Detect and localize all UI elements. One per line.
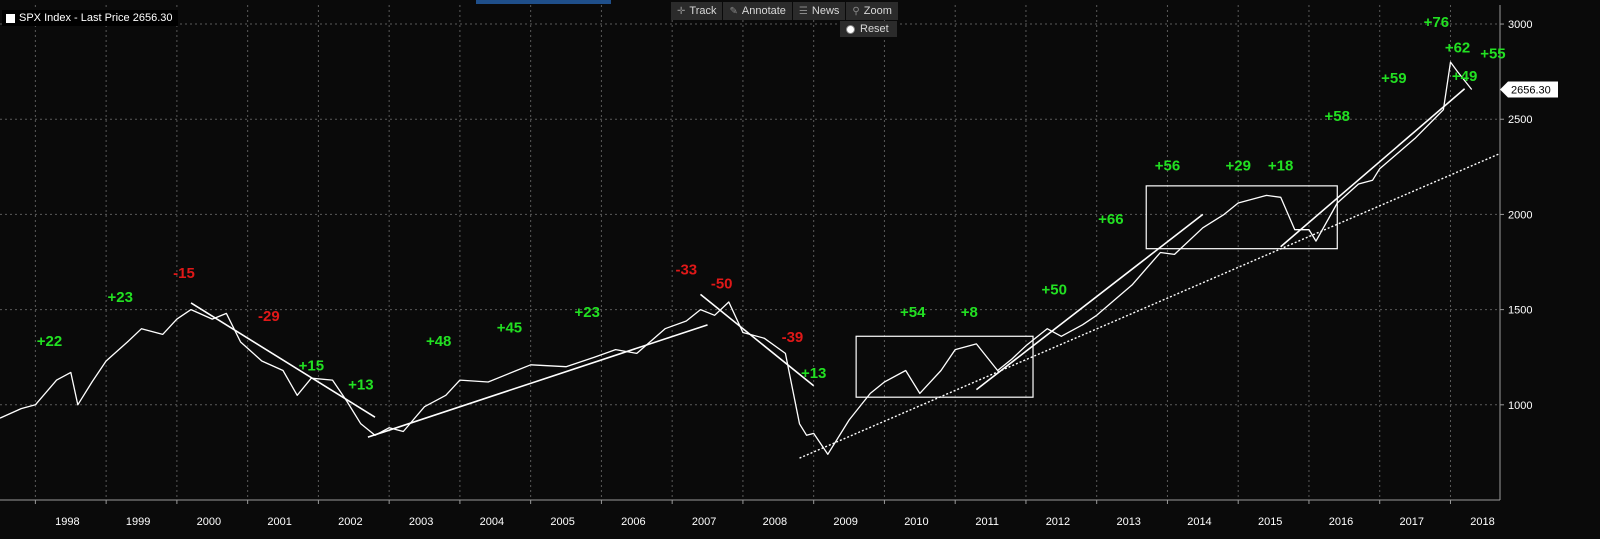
pencil-icon: ✎ (729, 5, 738, 17)
x-tick-label: 2012 (1046, 516, 1070, 528)
return-label: +62 (1445, 40, 1470, 57)
return-label: +56 (1155, 158, 1180, 175)
x-tick-label: 2001 (267, 516, 291, 528)
zoom-label: Zoom (863, 5, 892, 17)
x-tick-label: 2013 (1116, 516, 1140, 528)
y-tick-label: 2000 (1508, 209, 1532, 221)
annotate-button[interactable]: ✎ Annotate (723, 2, 792, 20)
track-label: Track (689, 5, 717, 17)
x-tick-label: 2010 (904, 516, 928, 528)
trendline (1280, 88, 1466, 248)
x-tick-label: 2011 (975, 516, 999, 528)
return-label: +58 (1325, 108, 1350, 125)
annotate-label: Annotate (741, 5, 786, 17)
reset-label: Reset (860, 23, 889, 35)
x-axis: 1998 1999 2000 2001 2002 2003 2004 2005 2006 2007… (34, 500, 1495, 528)
y-axis: 1000 1500 2000 2500 3000 (1500, 19, 1532, 412)
return-label: +59 (1381, 70, 1406, 87)
trendline (975, 213, 1204, 391)
trendline (699, 293, 815, 387)
return-label: +23 (575, 304, 600, 321)
x-tick-label: 2016 (1329, 516, 1353, 528)
x-tick-label: 2005 (550, 516, 574, 528)
y-tick-label: 1500 (1508, 305, 1532, 317)
return-label: -15 (173, 265, 195, 282)
last-price-label: 2656.30 (1511, 84, 1551, 96)
return-label: +49 (1452, 68, 1477, 85)
x-tick-label: 2008 (763, 516, 787, 528)
grid-lines (0, 5, 1501, 501)
return-label: +29 (1225, 158, 1250, 175)
legend[interactable]: SPX Index - Last Price 2656.30 (2, 10, 179, 26)
return-label: -33 (675, 261, 697, 278)
return-label: +76 (1424, 14, 1449, 31)
return-label: +66 (1098, 211, 1123, 228)
x-tick-label: 2017 (1399, 516, 1423, 528)
reset-icon (846, 24, 855, 34)
x-tick-label: 2004 (480, 516, 504, 528)
return-label: -29 (258, 308, 280, 325)
last-price-marker: 2656.30 (1500, 81, 1558, 98)
x-tick-label: 2015 (1258, 516, 1282, 528)
return-label: -39 (782, 329, 804, 346)
x-tick-label: 1999 (126, 516, 150, 528)
x-tick-label: 2002 (338, 516, 362, 528)
consolidation-boxes (855, 185, 1338, 398)
chart-toolbar: ✛ Track ✎ Annotate ☰ News ⚲ Zoom (671, 2, 898, 20)
y-tick-label: 3000 (1508, 19, 1532, 31)
long-term-support-line (799, 152, 1501, 459)
y-tick-label: 1000 (1508, 400, 1532, 412)
magnifier-icon: ⚲ (852, 5, 860, 17)
price-series (0, 61, 1473, 455)
x-tick-label: 2000 (197, 516, 221, 528)
consolidation-box (1145, 185, 1338, 250)
crosshair-icon: ✛ (677, 5, 686, 17)
news-label: News (811, 5, 840, 17)
return-label: +23 (108, 289, 133, 306)
trendline (367, 324, 708, 438)
return-label: +18 (1268, 158, 1293, 175)
top-accent-bar (476, 0, 611, 4)
track-button[interactable]: ✛ Track (671, 2, 723, 20)
return-label: +45 (497, 319, 522, 336)
news-icon: ☰ (798, 5, 808, 17)
x-tick-label: 2007 (692, 516, 716, 528)
x-tick-label: 2018 (1470, 516, 1494, 528)
return-label: +8 (961, 304, 978, 321)
return-label: +50 (1042, 281, 1067, 298)
news-button[interactable]: ☰ News (792, 2, 846, 20)
return-label: +55 (1480, 45, 1505, 62)
x-tick-label: 2003 (409, 516, 433, 528)
legend-swatch (6, 13, 15, 23)
return-label: +13 (801, 365, 826, 382)
x-tick-label: 2014 (1187, 516, 1211, 528)
return-label: +48 (426, 333, 451, 350)
x-tick-label: 1998 (55, 516, 79, 528)
return-label: +15 (299, 358, 324, 375)
y-tick-label: 2500 (1508, 114, 1532, 126)
zoom-button[interactable]: ⚲ Zoom (846, 2, 898, 20)
consolidation-box (855, 335, 1034, 398)
return-label: -50 (711, 276, 733, 293)
return-label: +13 (348, 377, 373, 394)
x-tick-label: 2006 (621, 516, 645, 528)
return-label: +22 (37, 333, 62, 350)
reset-button[interactable]: Reset (840, 21, 897, 37)
last-price-tag (1500, 81, 1558, 98)
x-tick-label: 2009 (833, 516, 857, 528)
legend-label: SPX Index - Last Price 2656.30 (19, 12, 173, 24)
price-line (0, 61, 1473, 455)
return-label: +54 (900, 304, 926, 321)
return-annotations: +22 +23 -15 -29 +15 +13 +48 +45 +23 -33 -50 -39 +13 +… (37, 14, 1506, 394)
